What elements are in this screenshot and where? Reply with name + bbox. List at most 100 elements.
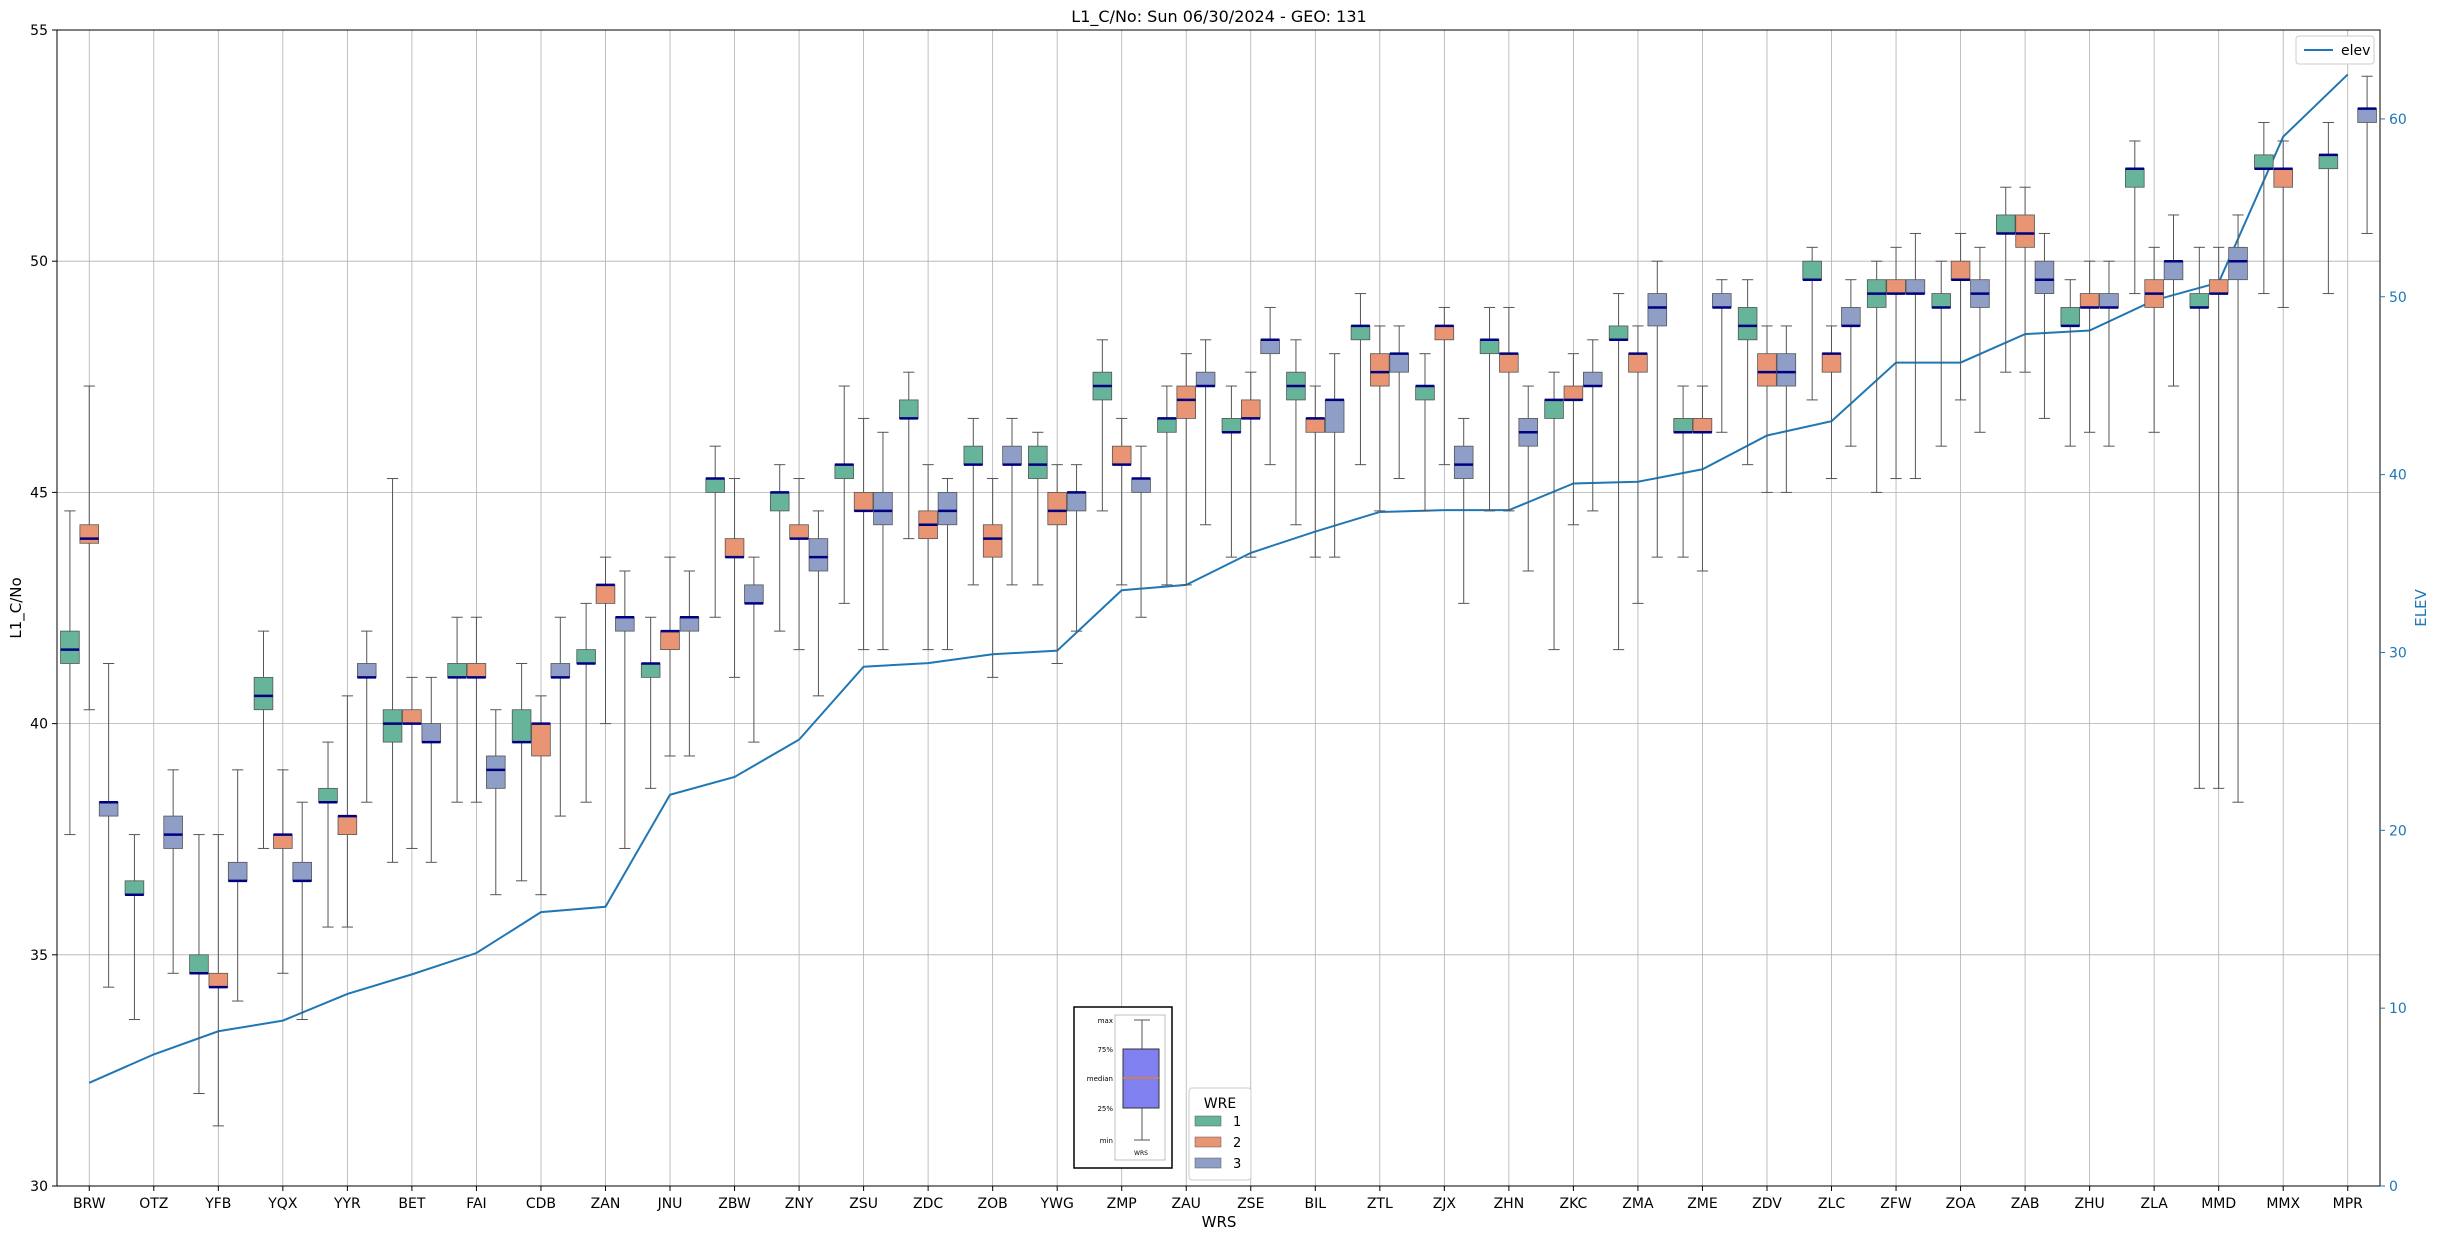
box	[1221, 418, 1242, 433]
box-plot	[1712, 279, 1732, 433]
box	[1647, 293, 1668, 327]
box	[1931, 293, 1951, 308]
box	[2273, 168, 2293, 188]
box	[1415, 385, 1435, 401]
box	[1002, 445, 1022, 466]
box	[1028, 445, 1048, 479]
box-plot	[531, 695, 551, 896]
box-plot	[1350, 293, 1371, 466]
box-plot	[1260, 306, 1280, 466]
box-key-q1: 25%	[1097, 1105, 1113, 1113]
box-plot	[2357, 75, 2377, 234]
box-plot	[1647, 260, 1668, 558]
box	[1111, 445, 1132, 466]
box-key-median: median	[1087, 1075, 1113, 1083]
box-plot	[1692, 385, 1713, 572]
box-plot	[1673, 385, 1693, 558]
box	[337, 815, 358, 835]
box	[595, 584, 616, 604]
box-plot	[2015, 186, 2035, 373]
wre-legend-title: WRE	[1204, 1096, 1236, 1112]
box	[1737, 307, 1758, 341]
box-plot	[1737, 279, 1758, 466]
wre-legend-label-1: 1	[1233, 1115, 1241, 1130]
box	[1157, 418, 1177, 433]
box	[550, 663, 571, 678]
x-tick-label: BRW	[73, 1196, 106, 1212]
box-plot	[744, 556, 764, 743]
box-plot	[1608, 293, 1629, 651]
x-tick-label: ZSE	[1237, 1196, 1264, 1212]
box-plot	[189, 834, 209, 1095]
y-tick-label: 45	[30, 485, 48, 501]
box-plot	[1931, 260, 1951, 447]
axes: BRW OTZ YFB YQX YYR BET FAI CDB ZAN JNU ZBW ZNY ZSU Z…	[30, 23, 2407, 1212]
box	[899, 399, 919, 419]
y-tick-label: 35	[30, 948, 48, 964]
box	[2015, 214, 2035, 248]
box-plot	[1111, 417, 1132, 586]
box-plot	[1886, 246, 1906, 480]
box	[1370, 353, 1390, 387]
box	[1499, 353, 1519, 373]
box-plot	[2273, 140, 2293, 308]
y-tick-label: 55	[30, 23, 48, 39]
box	[1479, 339, 1500, 355]
box	[163, 815, 183, 849]
box	[769, 491, 790, 512]
box-plot	[79, 385, 100, 711]
box-plot	[1415, 353, 1435, 512]
box-plot	[337, 695, 358, 928]
y2-tick-label: 50	[2389, 290, 2407, 306]
box	[576, 649, 596, 664]
box-plot	[1821, 325, 1842, 480]
box	[421, 723, 442, 743]
box	[2208, 279, 2229, 294]
box-plot	[163, 769, 183, 974]
box-plot	[1563, 353, 1584, 526]
box-plot	[550, 616, 571, 817]
box	[640, 663, 661, 678]
box-plot	[273, 769, 293, 974]
box-plot	[853, 417, 874, 651]
box	[2254, 154, 2274, 170]
x-tick-label: ZDV	[1752, 1196, 1782, 1212]
box	[1821, 353, 1842, 373]
x-tick-label: BIL	[1305, 1196, 1327, 1212]
box	[1757, 353, 1777, 387]
box-plot	[899, 371, 919, 540]
box-plot	[1221, 385, 1242, 558]
box-plot	[1066, 464, 1087, 632]
box-plot	[421, 676, 442, 863]
box-plot	[2254, 121, 2274, 295]
box	[937, 491, 958, 526]
box	[1131, 478, 1151, 493]
box-plot	[595, 556, 616, 725]
box-plot	[1028, 431, 1048, 586]
box-plot	[1841, 279, 1861, 447]
box	[2163, 260, 2184, 281]
wre-legend-swatch-2	[1194, 1136, 1222, 1148]
box-plot	[1866, 260, 1887, 493]
box-plot	[486, 709, 506, 896]
box	[1453, 445, 1474, 479]
elevation-series	[88, 73, 2349, 1084]
x-tick-label: ZMA	[1622, 1196, 1654, 1212]
box-plot	[1802, 246, 1822, 401]
box	[1544, 399, 1564, 419]
box-plot	[1453, 417, 1474, 604]
box-plot	[1389, 325, 1409, 480]
box-plot	[1479, 306, 1500, 512]
box	[1886, 279, 1906, 294]
box-key-min: min	[1100, 1137, 1113, 1145]
box-plot	[873, 431, 893, 651]
box-plot	[660, 556, 680, 757]
box-plot	[1499, 306, 1519, 512]
box	[1673, 418, 1693, 433]
box	[318, 787, 338, 803]
box	[853, 491, 874, 512]
x-tick-label: ZAU	[1172, 1196, 1201, 1212]
box-plot	[705, 445, 725, 618]
box-plot	[511, 662, 532, 882]
box	[1950, 260, 1971, 281]
